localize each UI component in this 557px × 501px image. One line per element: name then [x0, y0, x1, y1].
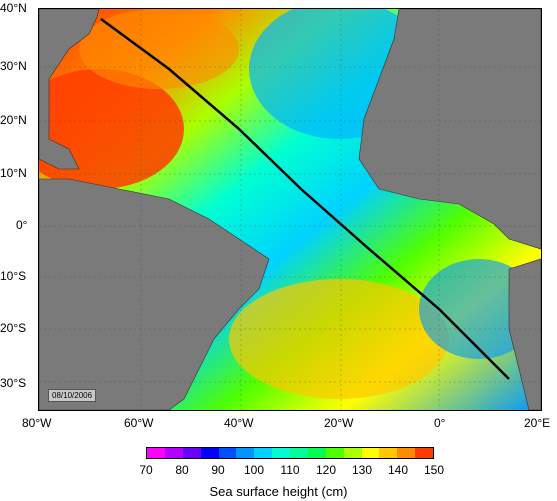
colorbar-swatch	[272, 448, 290, 458]
colorbar-swatch	[361, 448, 380, 458]
lat-label-10n: 10°N	[0, 166, 27, 180]
colorbar-label-110: 110	[280, 463, 300, 477]
colorbar-swatch	[343, 448, 362, 458]
lat-label-0: 0°	[16, 218, 28, 232]
colorbar-swatch	[182, 448, 201, 458]
map-panel	[38, 8, 542, 411]
lat-label-30n: 30°N	[0, 59, 27, 73]
gulf-stream-patch	[79, 9, 239, 89]
warm-caribbean-patch	[39, 69, 184, 189]
colorbar-swatch	[218, 448, 237, 458]
lon-label-60w: 60°W	[124, 416, 154, 430]
colorbar-swatch	[254, 448, 273, 458]
lat-label-20s: 20°S	[0, 321, 27, 335]
colorbar-label-130: 130	[351, 463, 373, 477]
colorbar-label-150: 150	[423, 463, 445, 477]
lon-label-80w: 80°W	[22, 416, 52, 430]
colorbar-swatch	[415, 448, 433, 458]
lon-label-40w: 40°W	[224, 416, 254, 430]
colorbar-label-90: 90	[211, 463, 225, 477]
south-atlantic-warm-patch	[229, 279, 449, 399]
colorbar-label-100: 100	[243, 463, 265, 477]
lat-label-30s: 30°S	[0, 376, 27, 390]
date-stamp: 08/10/2006	[48, 389, 97, 402]
south-america-land	[39, 178, 270, 410]
colorbar	[146, 447, 434, 459]
lon-label-20w: 20°W	[324, 416, 354, 430]
colorbar-label-120: 120	[315, 463, 337, 477]
colorbar-swatch	[290, 448, 308, 458]
colorbar-swatch	[325, 448, 344, 458]
colorbar-swatch	[164, 448, 183, 458]
sea-surface-height-map	[39, 9, 541, 410]
north-america-land	[39, 9, 100, 170]
lat-label-40n: 40°N	[0, 1, 27, 15]
colorbar-swatch	[379, 448, 398, 458]
lat-label-10s: 10°S	[0, 269, 27, 283]
colorbar-title: Sea surface height (cm)	[209, 484, 348, 499]
colorbar-swatch	[200, 448, 219, 458]
colorbar-label-80: 80	[175, 463, 189, 477]
lon-label-0: 0°	[434, 416, 446, 430]
colorbar-swatch	[307, 448, 326, 458]
africa-land	[358, 9, 541, 250]
colorbar-label-70: 70	[139, 463, 153, 477]
colorbar-swatch	[147, 448, 165, 458]
colorbar-label-140: 140	[387, 463, 409, 477]
colorbar-swatch	[236, 448, 255, 458]
lat-lon-grid	[39, 9, 541, 410]
lat-label-20n: 20°N	[0, 113, 27, 127]
lon-label-20e: 20°E	[524, 416, 551, 430]
colorbar-swatch	[397, 448, 416, 458]
